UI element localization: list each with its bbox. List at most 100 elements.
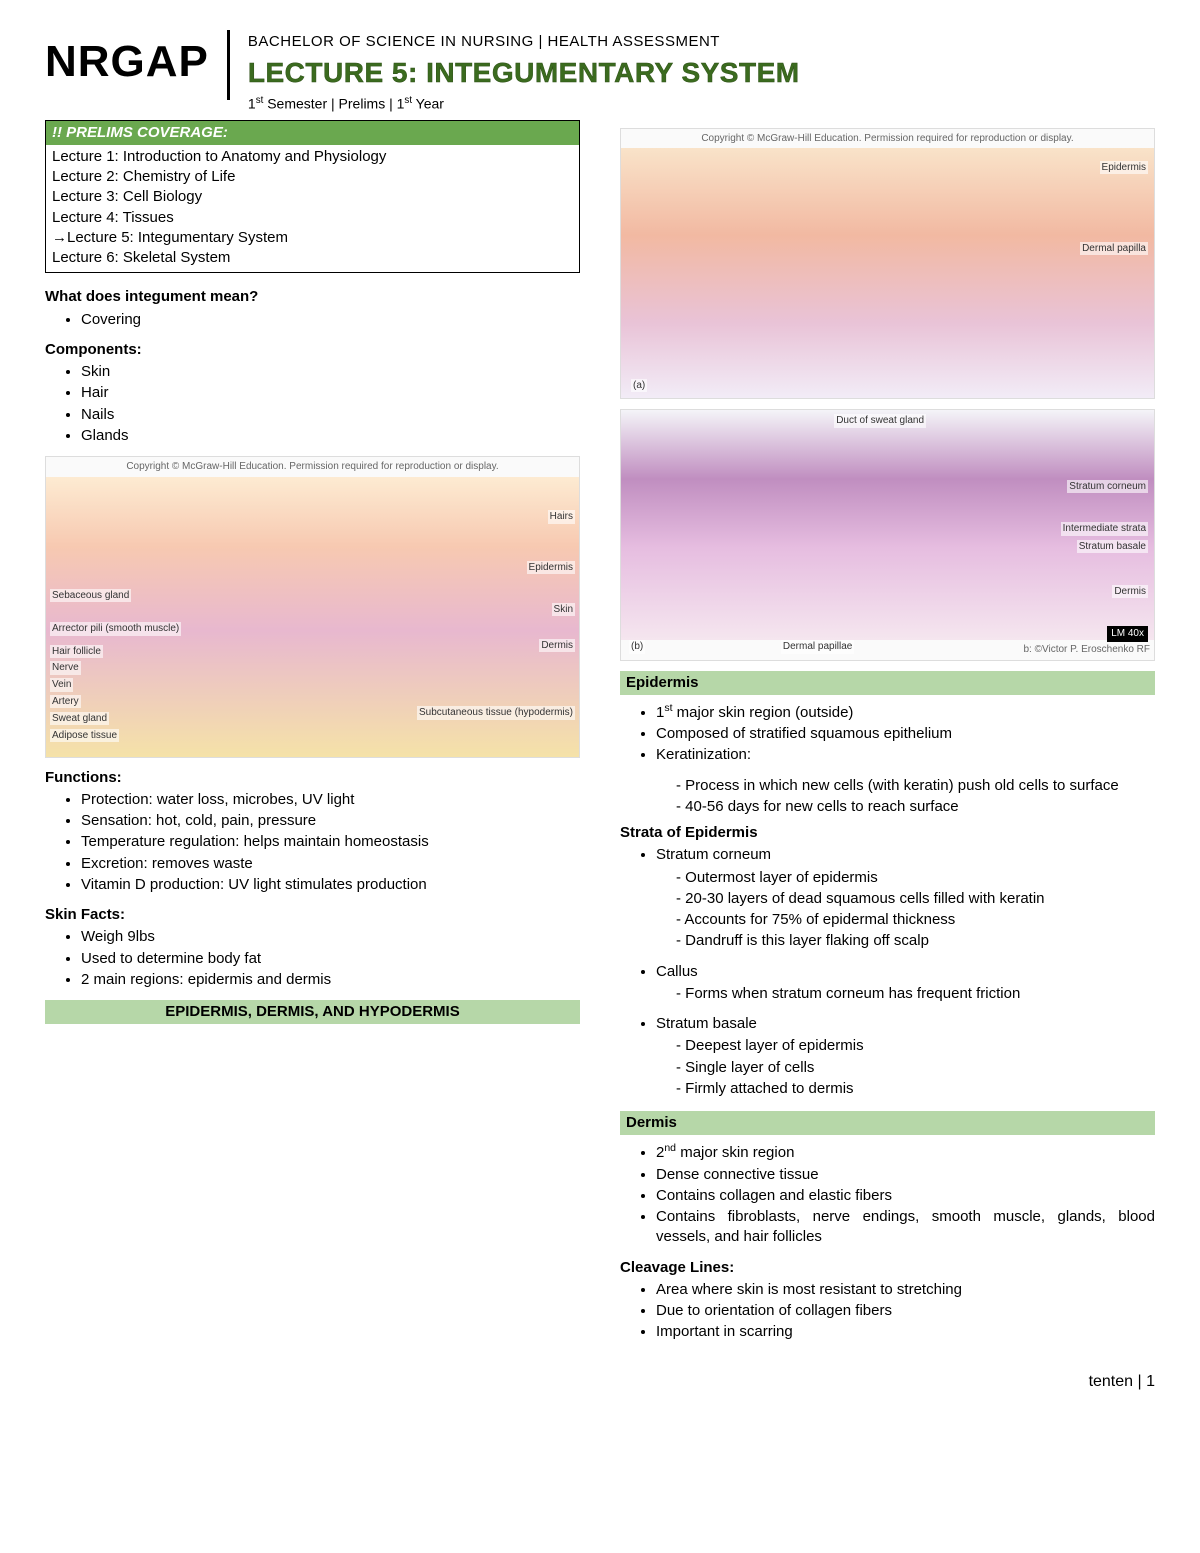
list-item: Callus bbox=[656, 962, 1155, 982]
answer-list: Covering bbox=[45, 310, 580, 330]
skin-diagram-3: Duct of sweat gland Stratum corneum Inte… bbox=[620, 409, 1155, 661]
diagram-body: Epidermis Dermal papilla (a) bbox=[621, 148, 1154, 398]
skinfacts-list: Weigh 9lbs Used to determine body fat 2 … bbox=[45, 927, 580, 990]
list-item: Protection: water loss, microbes, UV lig… bbox=[81, 790, 580, 810]
diagram-label: Adipose tissue bbox=[50, 729, 119, 743]
list-item: Single layer of cells bbox=[676, 1058, 1155, 1078]
list-item: Glands bbox=[81, 426, 580, 446]
diagram-label: Epidermis bbox=[527, 561, 575, 575]
list-item: Deepest layer of epidermis bbox=[676, 1036, 1155, 1056]
coverage-item: Lecture 3: Cell Biology bbox=[52, 187, 573, 207]
coverage-item: Lecture 4: Tissues bbox=[52, 208, 573, 228]
question-heading: What does integument mean? bbox=[45, 287, 580, 307]
diagram-label: Dermal papilla bbox=[1080, 242, 1148, 256]
diagram-body: Sebaceous gland Arrector pili (smooth mu… bbox=[46, 477, 579, 757]
list-item: Forms when stratum corneum has frequent … bbox=[676, 984, 1155, 1004]
diagram-marker: (b) bbox=[629, 640, 645, 654]
cleavage-heading: Cleavage Lines: bbox=[620, 1258, 1155, 1278]
list-item: Stratum corneum bbox=[656, 845, 1155, 865]
diagram-label: Dermis bbox=[539, 639, 575, 653]
page-header: NRGAP BACHELOR OF SCIENCE IN NURSING | H… bbox=[45, 30, 1155, 114]
diagram-label: Stratum corneum bbox=[1067, 480, 1148, 494]
cleavage-list: Area where skin is most resistant to str… bbox=[620, 1280, 1155, 1343]
coverage-item: Lecture 1: Introduction to Anatomy and P… bbox=[52, 147, 573, 167]
skinfacts-heading: Skin Facts: bbox=[45, 905, 580, 925]
header-divider bbox=[227, 30, 230, 100]
list-item: 2 main regions: epidermis and dermis bbox=[81, 970, 580, 990]
diagram-label: (a) bbox=[631, 379, 647, 393]
list-item: Composed of stratified squamous epitheli… bbox=[656, 724, 1155, 744]
diagram-label: Artery bbox=[50, 695, 81, 709]
coverage-box: !! PRELIMS COVERAGE: Lecture 1: Introduc… bbox=[45, 120, 580, 274]
functions-list: Protection: water loss, microbes, UV lig… bbox=[45, 790, 580, 895]
skin-diagram-1: Copyright © McGraw-Hill Education. Permi… bbox=[45, 456, 580, 758]
left-column: !! PRELIMS COVERAGE: Lecture 1: Introduc… bbox=[45, 120, 580, 1353]
page-footer: tenten | 1 bbox=[45, 1371, 1155, 1393]
list-item: Weigh 9lbs bbox=[81, 927, 580, 947]
diagram-label: Epidermis bbox=[1100, 161, 1148, 175]
list-item: Area where skin is most resistant to str… bbox=[656, 1280, 1155, 1300]
dermis-banner: Dermis bbox=[620, 1111, 1155, 1135]
list-item: Temperature regulation: helps maintain h… bbox=[81, 832, 580, 852]
list-item: 2nd major skin region bbox=[656, 1141, 1155, 1163]
diagram-label: Sweat gland bbox=[50, 712, 109, 726]
list-item: Accounts for 75% of epidermal thickness bbox=[676, 910, 1155, 930]
skin-diagram-2: Copyright © McGraw-Hill Education. Permi… bbox=[620, 128, 1155, 400]
list-item: Sensation: hot, cold, pain, pressure bbox=[81, 811, 580, 831]
list-item: Dense connective tissue bbox=[656, 1165, 1155, 1185]
section-banner: EPIDERMIS, DERMIS, AND HYPODERMIS bbox=[45, 1000, 580, 1024]
coverage-header: !! PRELIMS COVERAGE: bbox=[46, 121, 579, 145]
components-list: Skin Hair Nails Glands bbox=[45, 362, 580, 446]
list-item: Important in scarring bbox=[656, 1322, 1155, 1342]
functions-heading: Functions: bbox=[45, 768, 580, 788]
diagram-label: Hairs bbox=[548, 510, 575, 524]
list-item: Used to determine body fat bbox=[81, 949, 580, 969]
brand-logo: NRGAP bbox=[45, 30, 209, 91]
list-item: Process in which new cells (with keratin… bbox=[676, 776, 1155, 796]
list-item: Firmly attached to dermis bbox=[676, 1079, 1155, 1099]
diagram-label: Skin bbox=[552, 603, 575, 617]
diagram-label: Hair follicle bbox=[50, 645, 103, 659]
diagram-caption: Copyright © McGraw-Hill Education. Permi… bbox=[621, 129, 1154, 149]
epidermis-list: 1st major skin region (outside) Composed… bbox=[620, 701, 1155, 766]
diagram-body: Duct of sweat gland Stratum corneum Inte… bbox=[621, 410, 1154, 640]
list-item: Keratinization: bbox=[656, 745, 1155, 765]
diagram-label: Nerve bbox=[50, 661, 81, 675]
keratinization-sublist: Process in which new cells (with keratin… bbox=[620, 776, 1155, 818]
diagram-label: Vein bbox=[50, 678, 73, 692]
diagram-label: Sebaceous gland bbox=[50, 589, 131, 603]
dermis-list: 2nd major skin region Dense connective t… bbox=[620, 1141, 1155, 1247]
strata-heading: Strata of Epidermis bbox=[620, 823, 1155, 843]
strata-list: Stratum corneum bbox=[620, 845, 1155, 865]
diagram-label: Stratum basale bbox=[1077, 540, 1148, 554]
callus-list: Callus bbox=[620, 962, 1155, 982]
stratum-basale-list: Stratum basale bbox=[620, 1014, 1155, 1034]
coverage-item: Lecture 6: Skeletal System bbox=[52, 248, 573, 268]
list-item: Excretion: removes waste bbox=[81, 854, 580, 874]
list-item: Vitamin D production: UV light stimulate… bbox=[81, 875, 580, 895]
list-item: Covering bbox=[81, 310, 580, 330]
coverage-body: Lecture 1: Introduction to Anatomy and P… bbox=[46, 145, 579, 273]
diagram-caption: Copyright © McGraw-Hill Education. Permi… bbox=[46, 457, 579, 477]
list-item: Outermost layer of epidermis bbox=[676, 868, 1155, 888]
diagram-label: Duct of sweat gland bbox=[834, 414, 926, 428]
program-line: BACHELOR OF SCIENCE IN NURSING | HEALTH … bbox=[248, 32, 800, 52]
list-item: Due to orientation of collagen fibers bbox=[656, 1301, 1155, 1321]
callus-sublist: Forms when stratum corneum has frequent … bbox=[620, 984, 1155, 1004]
list-item: Contains collagen and elastic fibers bbox=[656, 1186, 1155, 1206]
list-item: Contains fibroblasts, nerve endings, smo… bbox=[656, 1207, 1155, 1248]
semester-line: 1st Semester | Prelims | 1st Year bbox=[248, 94, 800, 114]
diagram-label: Dermal papillae bbox=[781, 640, 854, 654]
list-item: Stratum basale bbox=[656, 1014, 1155, 1034]
header-text-block: BACHELOR OF SCIENCE IN NURSING | HEALTH … bbox=[248, 30, 800, 114]
list-item: Nails bbox=[81, 405, 580, 425]
coverage-item: →Lecture 5: Integumentary System bbox=[52, 228, 573, 248]
coverage-item: Lecture 2: Chemistry of Life bbox=[52, 167, 573, 187]
list-item: 40-56 days for new cells to reach surfac… bbox=[676, 797, 1155, 817]
diagram-label: Subcutaneous tissue (hypodermis) bbox=[417, 706, 575, 720]
list-item: Hair bbox=[81, 383, 580, 403]
diagram-label: Intermediate strata bbox=[1061, 522, 1148, 536]
diagram-credit: b: ©Victor P. Eroschenko RF bbox=[621, 640, 1154, 660]
list-item: 20-30 layers of dead squamous cells fill… bbox=[676, 889, 1155, 909]
list-item: Skin bbox=[81, 362, 580, 382]
